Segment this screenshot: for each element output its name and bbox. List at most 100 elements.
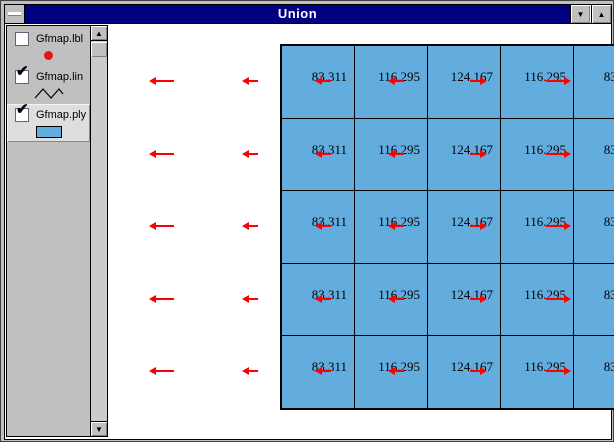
leader-arrow-icon: [149, 367, 174, 375]
line-symbol-icon: [34, 88, 63, 99]
cell-value: 116.295: [524, 69, 566, 84]
cell-value: 116.295: [378, 141, 420, 157]
cell-value: 83.311: [311, 286, 347, 302]
point-symbol-icon: [44, 51, 53, 60]
leader-arrow-icon: [242, 295, 258, 303]
cell-value: 83.311: [603, 141, 614, 157]
control-menu-button[interactable]: [5, 5, 25, 23]
cell-value: 124.167: [450, 214, 493, 230]
grid-cell: 116.295: [355, 46, 427, 118]
toc-item-row: Gfmap.lbl: [9, 31, 88, 46]
minimize-button[interactable]: ▼: [570, 5, 590, 23]
scroll-up-button[interactable]: ▲: [91, 26, 107, 41]
grid-cell: 116.295: [501, 191, 573, 263]
grid-cell: 83.311: [574, 336, 614, 408]
cell-value: 83.311: [603, 286, 614, 302]
grid-cell: 116.295: [501, 263, 573, 336]
grid-cell: 83.311: [574, 46, 614, 118]
leader-arrow-icon: [242, 150, 258, 158]
check-icon: ✔: [16, 100, 29, 118]
cell-value: 83.311: [311, 141, 347, 157]
cell-value: 116.295: [378, 214, 420, 230]
toc-item-gfmap.ply[interactable]: ✔ Gfmap.ply: [7, 102, 90, 142]
grid-cell: 116.295: [501, 46, 573, 118]
layer-symbol-area: [9, 84, 88, 102]
cell-value: 124.167: [450, 286, 493, 302]
grid-cell: 83.311: [282, 46, 354, 118]
check-icon: ✔: [16, 62, 29, 80]
toc-item-row: ✔ Gfmap.ply: [9, 102, 88, 122]
grid-cell: 83.311: [574, 191, 614, 263]
grid-cell: 83.311: [574, 263, 614, 336]
cell-value: 116.295: [378, 69, 420, 84]
cell-value: 116.295: [524, 286, 566, 302]
grid-cell: 116.295: [355, 336, 427, 408]
grid-cell: 124.167: [428, 263, 500, 336]
grid-cell: 83.311: [282, 263, 354, 336]
cell-value: 124.167: [450, 69, 493, 84]
grid-cell: 124.167: [428, 118, 500, 191]
leader-arrow-icon: [242, 367, 258, 375]
leader-arrow-icon: [242, 77, 258, 85]
grid-cell: 83.311: [282, 336, 354, 408]
cell-value: 116.295: [524, 141, 566, 157]
grid-cell: 116.295: [355, 263, 427, 336]
grid-cell: 124.167: [428, 336, 500, 408]
grid-cell: 83.311: [282, 118, 354, 191]
control-menu-icon: [8, 12, 21, 16]
window-frame: Union ▼ ▲ Gfmap.lbl ✔ Gfmap.lin ✔ Gfmap.ply …: [4, 4, 614, 440]
toc-panel: Gfmap.lbl ✔ Gfmap.lin ✔ Gfmap.ply ▲ ▼: [6, 25, 108, 437]
leader-arrow-icon: [242, 222, 258, 230]
cell-value: 124.167: [450, 359, 493, 375]
cell-value: 124.167: [450, 141, 493, 157]
scroll-down-button[interactable]: ▼: [91, 421, 107, 436]
layer-checkbox[interactable]: ✔: [15, 102, 29, 122]
toc-list: Gfmap.lbl ✔ Gfmap.lin ✔ Gfmap.ply: [7, 28, 90, 142]
grid-cell: 116.295: [501, 118, 573, 191]
layer-label: Gfmap.lin: [36, 70, 84, 83]
up-arrow-icon: ▲: [597, 9, 606, 19]
window-buttons: ▼ ▲: [570, 5, 611, 23]
cell-value: 83.311: [603, 214, 614, 230]
maximize-button[interactable]: ▲: [591, 5, 611, 23]
layer-symbol-area: [9, 46, 88, 64]
leader-arrow-icon: [149, 295, 174, 303]
layer-checkbox[interactable]: ✔: [15, 64, 29, 84]
cell-value: 83.311: [311, 69, 347, 84]
leader-arrow-icon: [149, 77, 174, 85]
toc-item-row: ✔ Gfmap.lin: [9, 64, 88, 84]
grid-cell: 116.295: [355, 118, 427, 191]
cell-value: 83.311: [311, 214, 347, 230]
scrollbar-thumb[interactable]: [91, 42, 107, 57]
leader-arrow-icon: [149, 222, 174, 230]
scroll-up-icon: ▲: [95, 28, 103, 38]
cell-value: 116.295: [378, 359, 420, 375]
grid-cell: 124.167: [428, 191, 500, 263]
cell-value: 116.295: [524, 359, 566, 375]
polygon-symbol-icon: [35, 125, 62, 138]
grid-cell: 116.295: [355, 191, 427, 263]
grid-cell: 83.311: [574, 118, 614, 191]
cell-value: 83.311: [603, 69, 614, 84]
toc-item-gfmap.lin[interactable]: ✔ Gfmap.lin: [7, 64, 90, 104]
toc-scrollbar[interactable]: ▲ ▼: [90, 26, 107, 436]
leader-arrow-icon: [149, 150, 174, 158]
layer-symbol-area: [9, 122, 88, 140]
down-arrow-icon: ▼: [576, 9, 585, 19]
client-area: Gfmap.lbl ✔ Gfmap.lin ✔ Gfmap.ply ▲ ▼ 83.311…: [5, 24, 614, 439]
title-bar: Union ▼ ▲: [5, 5, 611, 24]
grid-cell: 116.295: [501, 336, 573, 408]
cell-value: 116.295: [378, 286, 420, 302]
layer-label: Gfmap.lbl: [36, 32, 84, 45]
scroll-down-icon: ▼: [95, 424, 103, 434]
cell-value: 83.311: [311, 359, 347, 375]
window-title: Union: [277, 6, 318, 21]
map-view[interactable]: 83.311 116.295 124.167 116.295 83.311 83.311 1…: [108, 24, 614, 439]
layer-checkbox[interactable]: [15, 31, 29, 46]
grid-cell: 124.167: [428, 46, 500, 118]
map-grid: 83.311 116.295 124.167 116.295 83.311 83.311 1…: [280, 44, 614, 410]
cell-value: 116.295: [524, 214, 566, 230]
toc-item-gfmap.lbl[interactable]: Gfmap.lbl: [7, 28, 90, 66]
cell-value: 83.311: [603, 359, 614, 375]
